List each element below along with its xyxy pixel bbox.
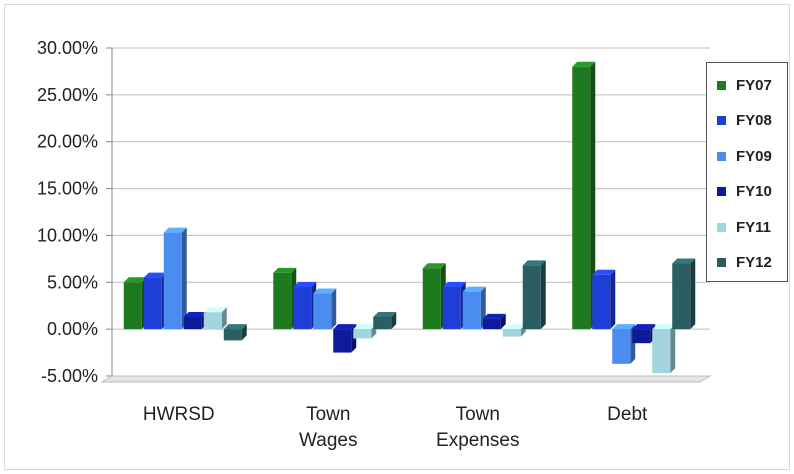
legend-swatch (717, 116, 726, 125)
bar-fy11-0 (203, 307, 227, 330)
legend-label: FY08 (736, 112, 772, 129)
legend-label: FY09 (736, 147, 772, 165)
legend-label: FY12 (736, 254, 772, 271)
y-tick-label: 15.00% (37, 179, 98, 199)
legend-item-fy11: FY11 (717, 217, 771, 237)
chart-floor (100, 375, 712, 383)
y-tick-label: 10.00% (37, 225, 98, 245)
bar-fy08-0 (143, 272, 167, 330)
bar-fy10-1 (333, 324, 357, 353)
bar-fy10-3 (632, 324, 656, 344)
bar-fy11-2 (502, 324, 526, 337)
legend-swatch (717, 151, 726, 161)
legend-swatch (717, 222, 726, 232)
bar-fy10-0 (183, 311, 207, 330)
bar-fy09-2 (462, 286, 486, 330)
category-label: HWRSD (143, 404, 215, 425)
bar-fy07-0 (123, 277, 147, 330)
legend-swatch (717, 258, 726, 267)
bar-fy10-2 (482, 313, 506, 330)
y-tick-label: 20.00% (37, 132, 98, 152)
y-axis-ticks: 30.00% 25.00% 20.00% 15.00% 10.00% 5.00% 0.00%… (37, 38, 98, 386)
bar-fy12-2 (522, 260, 546, 330)
bar-fy09-1 (313, 288, 337, 330)
bar-fy12-0 (223, 324, 247, 341)
category-label: Debt (607, 404, 648, 425)
bar-fy09-0 (163, 227, 187, 330)
legend-label: FY07 (736, 76, 772, 94)
bars (123, 61, 696, 374)
bar-fy08-2 (442, 281, 466, 330)
chart-frame (4, 4, 790, 470)
bar-fy07-1 (273, 267, 297, 330)
legend-swatch (717, 187, 726, 196)
legend-label: FY10 (736, 183, 772, 200)
legend-swatch (717, 80, 726, 90)
y-tick-label: 30.00% (37, 38, 98, 58)
bar-fy07-2 (422, 263, 446, 330)
y-tick-label: 5.00% (47, 272, 98, 292)
bar-fy12-3 (672, 258, 696, 330)
legend-item-fy08: FY08 (717, 111, 772, 131)
y-tick-label: 25.00% (37, 85, 98, 105)
bar-fy08-3 (592, 269, 616, 330)
legend-item-fy09: FY09 (717, 146, 772, 166)
bar-fy11-3 (652, 324, 676, 374)
bar-fy11-1 (353, 324, 377, 339)
bar-fy08-1 (293, 281, 317, 330)
y-tick-label: -5.00% (41, 366, 98, 386)
category-label: Town Expenses (436, 404, 519, 451)
y-tick-label: 0.00% (47, 319, 98, 339)
legend: FY07 FY08 FY09 FY10 FY11 FY12 (706, 62, 788, 282)
legend-item-fy10: FY10 (717, 182, 772, 202)
bar-fy07-3 (572, 61, 596, 330)
legend-item-fy07: FY07 (717, 75, 772, 95)
legend-label: FY11 (736, 218, 772, 236)
bar-fy12-1 (373, 311, 397, 330)
bar-fy09-3 (612, 324, 636, 364)
category-labels: HWRSD Town Wages Town Expenses Debt (143, 404, 648, 451)
legend-item-fy12: FY12 (717, 253, 772, 273)
category-label: Town Wages (299, 404, 357, 451)
